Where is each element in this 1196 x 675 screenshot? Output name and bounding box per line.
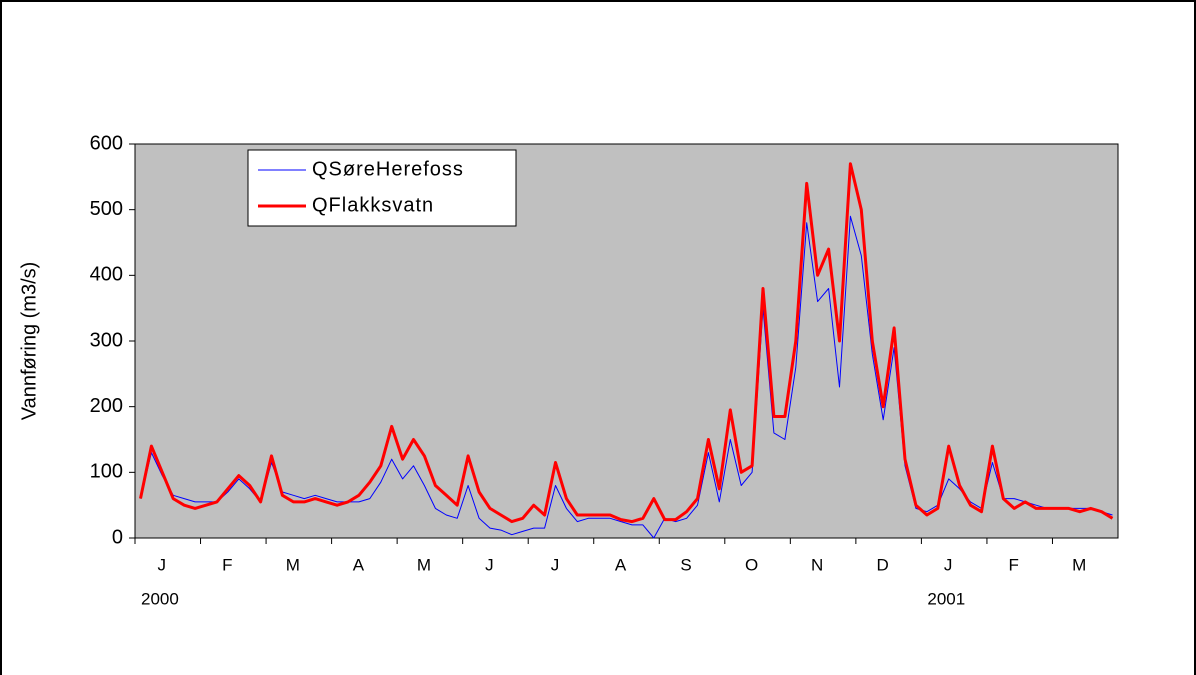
- y-tick-label: 0: [112, 526, 123, 548]
- year-label: 2001: [927, 589, 965, 608]
- y-tick-label: 200: [90, 395, 123, 417]
- y-tick-label: 500: [90, 198, 123, 220]
- x-tick-label: S: [680, 555, 691, 574]
- legend-label: QFlakksvatn: [312, 194, 434, 216]
- y-axis-label: Vannføring (m3/s): [18, 262, 40, 421]
- x-tick-label: D: [876, 555, 888, 574]
- x-tick-label: J: [485, 555, 494, 574]
- y-tick-label: 400: [90, 264, 123, 286]
- x-tick-label: J: [944, 555, 953, 574]
- series-line: [140, 215, 1113, 539]
- year-label: 2000: [141, 589, 179, 608]
- x-tick-label: J: [158, 555, 167, 574]
- series-line: [139, 162, 1114, 524]
- y-tick-label: 300: [90, 329, 123, 351]
- x-tick-label: M: [417, 555, 431, 574]
- y-tick-label: 100: [90, 461, 123, 483]
- legend-box: [247, 149, 517, 227]
- x-tick-label: F: [1009, 555, 1019, 574]
- x-tick-label: J: [551, 555, 560, 574]
- x-tick-label: M: [1072, 555, 1086, 574]
- legend-label: QSøreHerefoss: [312, 158, 464, 180]
- x-tick-label: N: [811, 555, 823, 574]
- y-tick-label: 600: [90, 132, 123, 154]
- x-tick-label: M: [286, 555, 300, 574]
- x-tick-label: A: [615, 555, 627, 574]
- x-tick-label: F: [222, 555, 232, 574]
- x-tick-label: O: [745, 555, 758, 574]
- x-tick-label: A: [353, 555, 365, 574]
